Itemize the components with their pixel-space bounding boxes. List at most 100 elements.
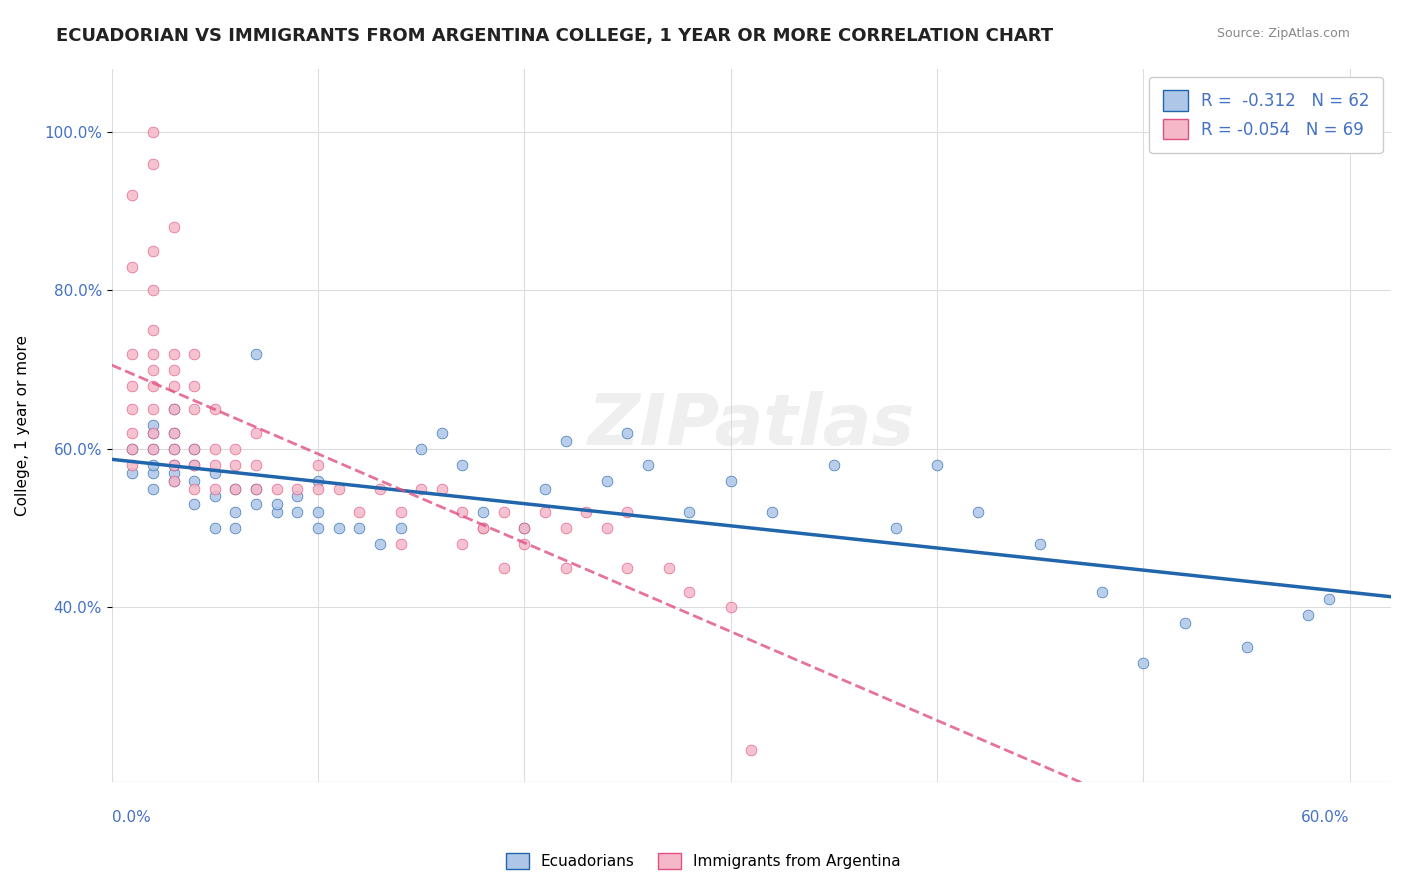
Point [925, 458, 948, 472]
Point [183, 402, 205, 417]
Point [162, 458, 184, 472]
Point [411, 442, 433, 456]
Point [142, 482, 165, 496]
Point [616, 561, 638, 575]
Point [162, 347, 184, 361]
Point [307, 482, 329, 496]
Point [204, 442, 226, 456]
Point [183, 378, 205, 392]
Point [245, 426, 267, 441]
Point [513, 537, 536, 551]
Point [162, 458, 184, 472]
Point [183, 442, 205, 456]
Point [121, 442, 143, 456]
Point [142, 284, 165, 298]
Point [266, 497, 288, 511]
Point [245, 347, 267, 361]
Point [307, 474, 329, 488]
Text: Source: ZipAtlas.com: Source: ZipAtlas.com [1216, 27, 1350, 40]
Point [162, 474, 184, 488]
Point [121, 347, 143, 361]
Point [349, 521, 371, 535]
Point [1132, 656, 1154, 670]
Point [204, 521, 226, 535]
Legend: R =  -0.312   N = 62, R = -0.054   N = 69: R = -0.312 N = 62, R = -0.054 N = 69 [1149, 77, 1382, 153]
Point [224, 442, 246, 456]
Point [142, 458, 165, 472]
Point [245, 482, 267, 496]
Point [616, 426, 638, 441]
Point [121, 378, 143, 392]
Point [204, 458, 226, 472]
Point [720, 474, 742, 488]
Point [183, 497, 205, 511]
Point [389, 537, 412, 551]
Point [245, 482, 267, 496]
Point [285, 490, 308, 504]
Point [1091, 584, 1114, 599]
Point [349, 505, 371, 519]
Point [451, 537, 474, 551]
Point [637, 458, 659, 472]
Point [761, 505, 783, 519]
Point [575, 505, 598, 519]
Point [121, 426, 143, 441]
Point [162, 362, 184, 376]
Point [224, 482, 246, 496]
Point [266, 482, 288, 496]
Point [245, 497, 267, 511]
Point [472, 521, 495, 535]
Point [162, 378, 184, 392]
Point [1298, 608, 1320, 623]
Point [389, 505, 412, 519]
Point [1174, 616, 1197, 631]
Point [142, 347, 165, 361]
Point [430, 426, 453, 441]
Point [740, 743, 762, 757]
Point [142, 466, 165, 480]
Point [658, 561, 681, 575]
Point [162, 442, 184, 456]
Point [224, 521, 246, 535]
Point [183, 474, 205, 488]
Point [142, 418, 165, 433]
Point [492, 561, 515, 575]
Point [183, 458, 205, 472]
Point [884, 521, 907, 535]
Point [162, 426, 184, 441]
Point [142, 244, 165, 258]
Point [472, 505, 495, 519]
Point [307, 458, 329, 472]
Point [142, 323, 165, 337]
Point [554, 434, 576, 448]
Text: ZIPatlas: ZIPatlas [588, 391, 915, 459]
Text: 60.0%: 60.0% [1301, 810, 1350, 824]
Point [328, 482, 350, 496]
Point [368, 537, 391, 551]
Point [142, 402, 165, 417]
Point [142, 426, 165, 441]
Point [142, 426, 165, 441]
Point [451, 505, 474, 519]
Point [616, 505, 638, 519]
Point [472, 521, 495, 535]
Point [720, 600, 742, 615]
Point [1317, 592, 1340, 607]
Point [142, 442, 165, 456]
Point [554, 561, 576, 575]
Point [224, 505, 246, 519]
Point [678, 505, 700, 519]
Point [162, 426, 184, 441]
Point [142, 156, 165, 170]
Point [142, 125, 165, 139]
Point [183, 458, 205, 472]
Legend: Ecuadorians, Immigrants from Argentina: Ecuadorians, Immigrants from Argentina [499, 847, 907, 875]
Point [534, 505, 557, 519]
Point [554, 521, 576, 535]
Point [389, 521, 412, 535]
Point [1236, 640, 1258, 654]
Point [142, 362, 165, 376]
Text: ECUADORIAN VS IMMIGRANTS FROM ARGENTINA COLLEGE, 1 YEAR OR MORE CORRELATION CHAR: ECUADORIAN VS IMMIGRANTS FROM ARGENTINA … [56, 27, 1053, 45]
Point [596, 521, 619, 535]
Point [121, 188, 143, 202]
